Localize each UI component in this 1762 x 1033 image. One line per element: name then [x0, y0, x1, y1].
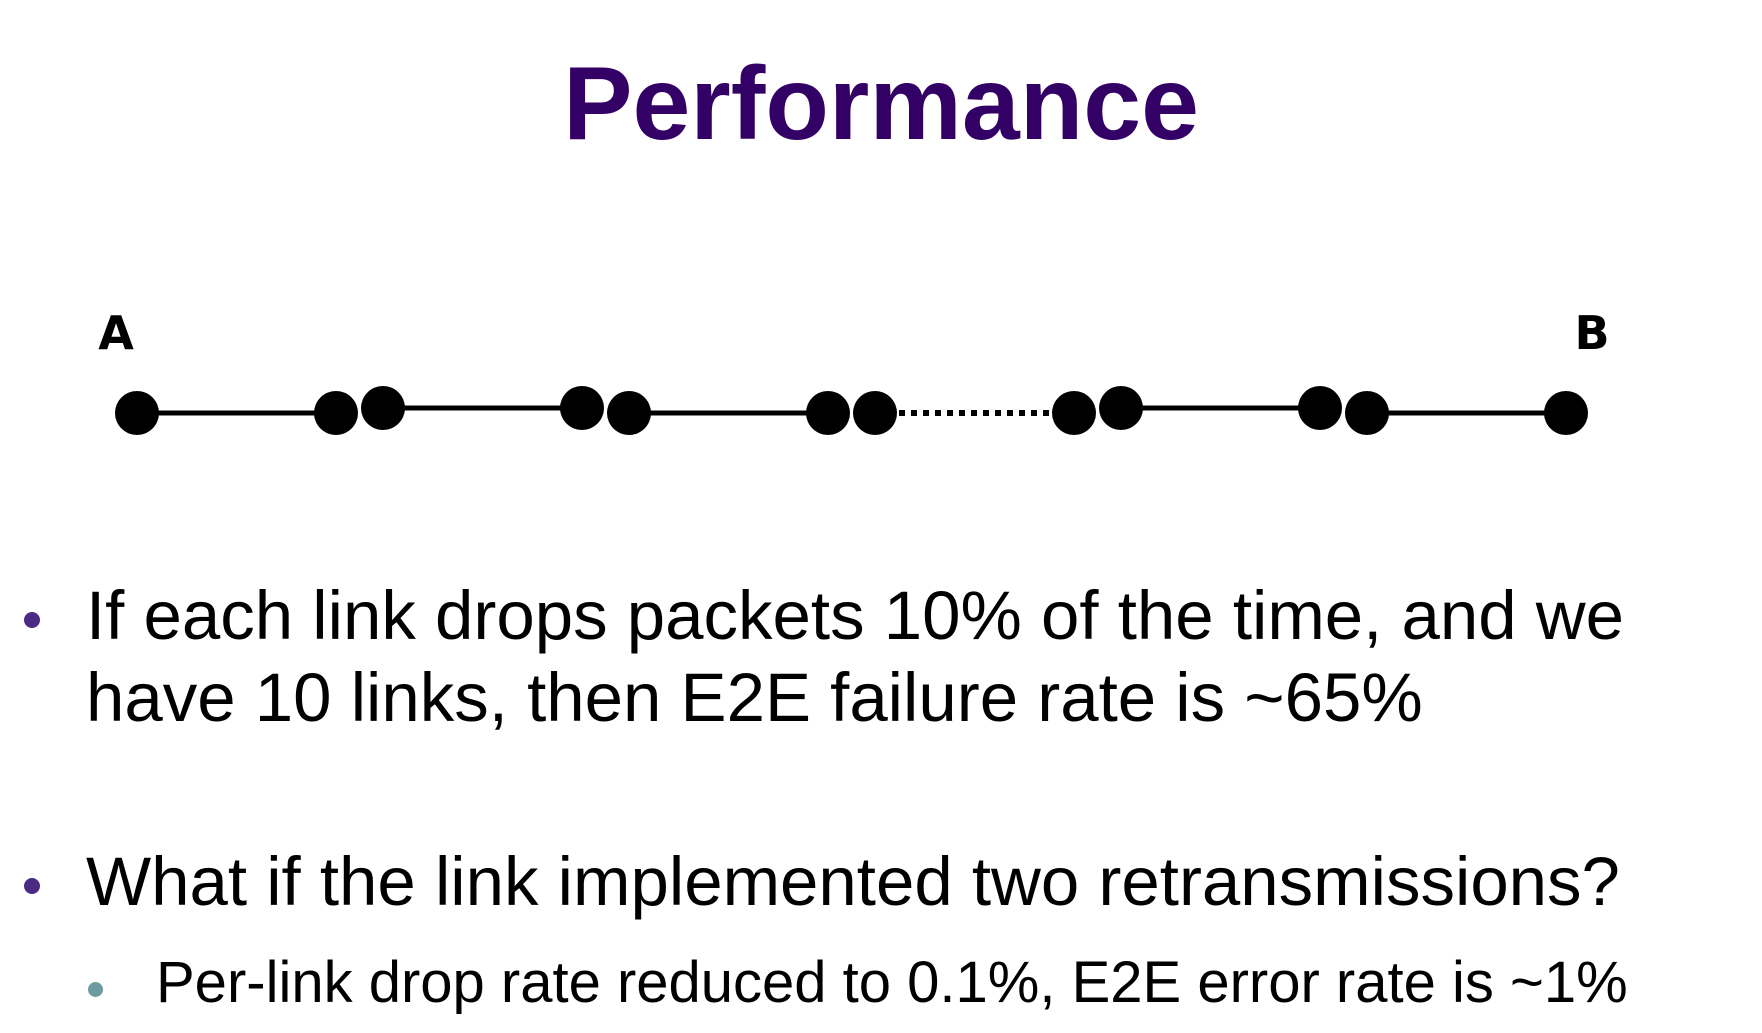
node — [607, 391, 651, 435]
endpoint-a-label: A — [98, 306, 134, 360]
node — [361, 386, 405, 430]
node — [853, 391, 897, 435]
node — [1298, 386, 1342, 430]
bullet-marker-1 — [24, 612, 40, 628]
node — [1099, 386, 1143, 430]
sub-bullet-marker — [88, 982, 103, 997]
endpoint-b-label: B — [1574, 306, 1609, 360]
network-path-diagram: A B — [98, 306, 1610, 435]
node — [560, 386, 604, 430]
node-a — [115, 391, 159, 435]
node — [314, 391, 358, 435]
node-b — [1544, 391, 1588, 435]
node — [806, 391, 850, 435]
sub-bullet-text: Per-link drop rate reduced to 0.1%, E2E … — [156, 950, 1628, 1015]
slide-title: Performance — [563, 46, 1199, 162]
bullet-marker-2 — [24, 878, 40, 894]
nodes-group — [115, 386, 1588, 435]
bullet-text-2: What if the link implemented two retrans… — [86, 843, 1620, 920]
links-group — [137, 405, 1566, 416]
bullet-text-1: If each link drops packets 10% of the ti… — [86, 577, 1625, 736]
node — [1052, 391, 1096, 435]
node — [1345, 391, 1389, 435]
